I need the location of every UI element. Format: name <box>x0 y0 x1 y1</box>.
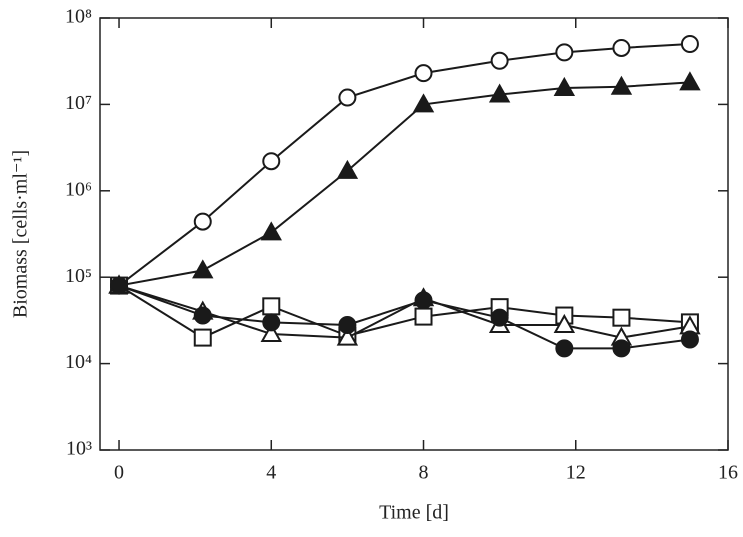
marker <box>612 38 631 57</box>
marker <box>414 307 433 326</box>
marker <box>260 221 282 241</box>
marker <box>610 75 633 95</box>
y-tick-label: 10⁴ <box>65 351 92 373</box>
marker <box>193 328 212 347</box>
y-tick-label: 10⁵ <box>65 265 92 287</box>
marker <box>110 276 129 295</box>
marker <box>612 308 631 327</box>
x-tick-label: 4 <box>266 462 276 484</box>
x-axis-label: Time [d] <box>379 502 449 524</box>
marker <box>414 64 433 83</box>
marker <box>262 152 281 171</box>
marker <box>193 306 212 325</box>
x-tick-label: 12 <box>566 462 586 484</box>
marker <box>338 88 357 107</box>
marker <box>612 339 631 358</box>
marker <box>192 259 214 279</box>
marker <box>680 35 699 54</box>
marker <box>262 297 281 316</box>
marker <box>555 43 574 62</box>
y-tick-label: 10⁸ <box>65 6 92 28</box>
series-line <box>118 81 691 287</box>
y-tick-label: 10⁶ <box>65 178 92 200</box>
marker <box>412 93 435 113</box>
marker <box>336 159 359 179</box>
marker <box>680 330 699 349</box>
x-tick-label: 0 <box>114 462 124 484</box>
plot-frame <box>99 17 729 451</box>
y-axis-label: Biomass [cells·ml⁻¹] <box>10 150 32 318</box>
marker <box>260 322 282 343</box>
marker <box>553 313 576 333</box>
series-line <box>118 43 690 287</box>
marker <box>679 71 701 91</box>
x-tick-label: 16 <box>718 462 738 484</box>
marker <box>555 339 574 358</box>
marker <box>490 51 509 70</box>
y-tick-label: 10⁷ <box>65 92 92 114</box>
y-tick-label: 10³ <box>66 438 92 460</box>
marker <box>490 308 509 327</box>
marker <box>262 313 281 332</box>
x-tick-label: 8 <box>419 462 429 484</box>
marker <box>488 83 511 103</box>
marker <box>553 76 576 96</box>
marker <box>336 326 359 346</box>
marker <box>193 212 212 231</box>
marker <box>414 291 433 310</box>
marker <box>338 315 357 334</box>
